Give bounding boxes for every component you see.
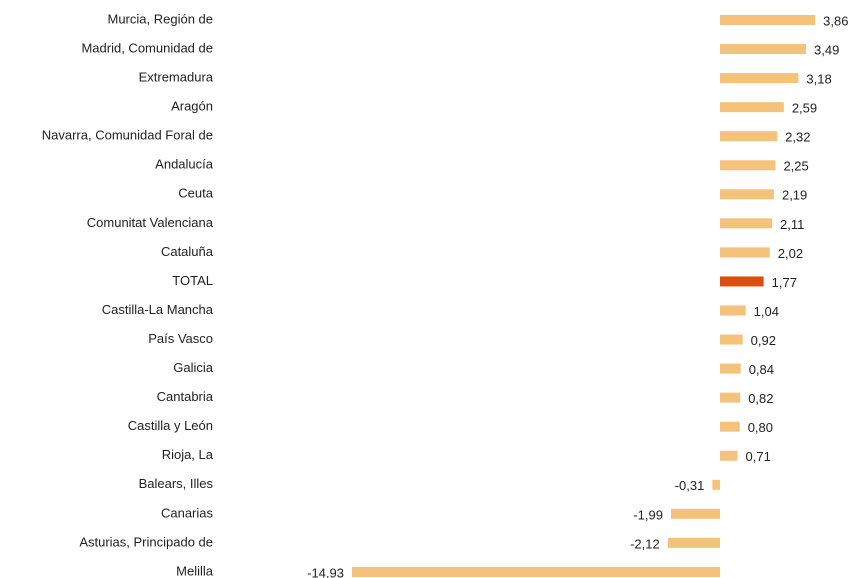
bar [720, 73, 799, 84]
category-label: Rioja, La [162, 447, 214, 462]
bar [720, 334, 743, 345]
category-label: Comunitat Valenciana [87, 215, 214, 230]
bar [720, 44, 807, 55]
value-label: 1,77 [772, 275, 797, 290]
value-label: 0,71 [746, 449, 771, 464]
value-label: 0,84 [749, 362, 774, 377]
value-label: -2,12 [630, 536, 660, 551]
category-label: Ceuta [178, 186, 213, 201]
category-label: Andalucía [155, 157, 214, 172]
bar [720, 305, 746, 316]
category-label: Madrid, Comunidad de [81, 40, 213, 55]
category-label: Balears, Illes [139, 476, 214, 491]
value-label: 0,80 [748, 420, 773, 435]
bar [720, 131, 778, 142]
value-label: -1,99 [633, 507, 663, 522]
value-label: 2,25 [783, 159, 808, 174]
value-label: 3,18 [806, 72, 831, 87]
bar [720, 15, 816, 25]
value-label: 3,49 [814, 42, 839, 57]
category-label: Castilla y León [128, 418, 213, 433]
value-label: 2,19 [782, 188, 807, 203]
value-label: 2,02 [778, 246, 803, 261]
category-label: Cantabria [157, 389, 214, 404]
category-label: Galicia [173, 360, 214, 375]
value-label: -14,93 [307, 565, 344, 578]
bar [720, 218, 773, 229]
bar [720, 363, 741, 374]
value-label: 2,59 [792, 101, 817, 116]
value-label: -0,31 [675, 478, 705, 493]
category-label: Castilla-La Mancha [102, 302, 214, 317]
bar [720, 102, 784, 113]
category-label: Cataluña [161, 244, 214, 259]
bar [720, 392, 741, 403]
bar [720, 276, 764, 287]
value-label: 2,32 [785, 130, 810, 145]
bar [712, 479, 720, 490]
category-label: Asturias, Principado de [79, 534, 213, 549]
category-label: Melilla [176, 563, 214, 578]
category-label: TOTAL [172, 273, 213, 288]
category-label: País Vasco [148, 331, 213, 346]
bar [720, 160, 776, 171]
category-label: Navarra, Comunidad Foral de [42, 128, 213, 143]
bar [720, 421, 740, 432]
category-label: Canarias [161, 505, 214, 520]
value-label: 0,92 [751, 333, 776, 348]
category-label: Aragón [171, 99, 213, 114]
value-label: 2,11 [780, 217, 804, 232]
value-label: 0,82 [748, 391, 773, 406]
value-label: 1,04 [754, 304, 779, 319]
bar [720, 189, 774, 200]
bar [720, 247, 770, 258]
bar [667, 537, 720, 548]
bar [670, 508, 720, 519]
bar [720, 450, 738, 461]
value-label: 3,86 [823, 13, 848, 28]
category-label: Murcia, Región de [108, 11, 214, 26]
category-label: Extremadura [139, 70, 214, 85]
bar [352, 566, 720, 577]
